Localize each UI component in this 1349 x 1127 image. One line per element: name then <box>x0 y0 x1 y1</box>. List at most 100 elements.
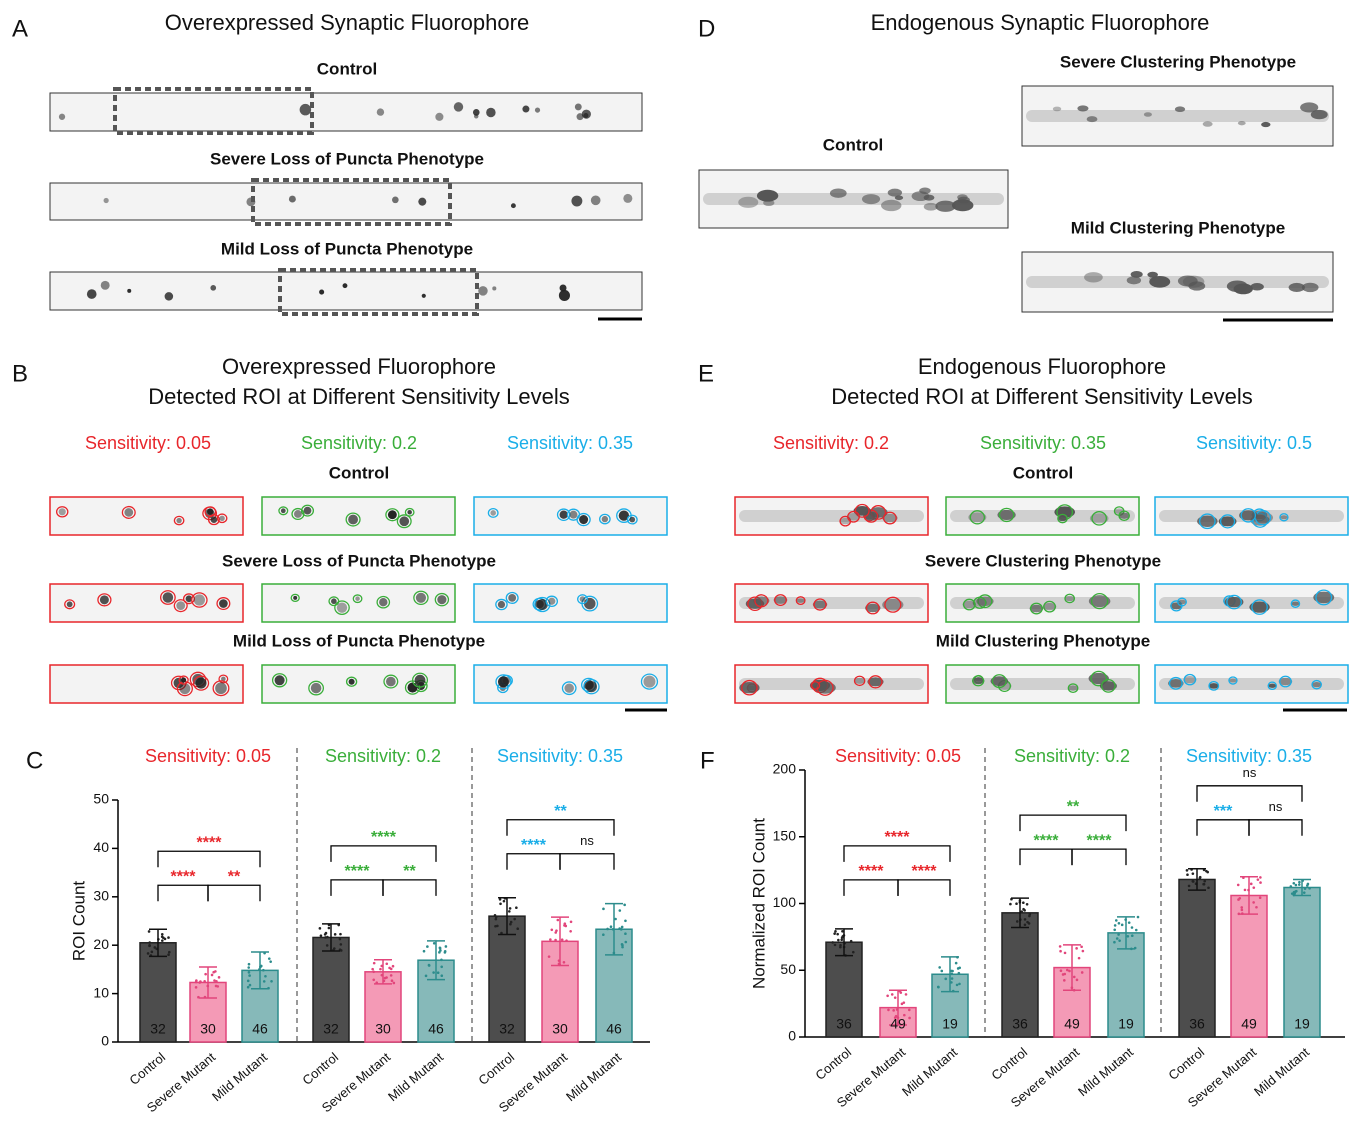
data-point <box>147 952 150 955</box>
punctum <box>355 596 360 601</box>
data-point <box>905 993 908 996</box>
punctum <box>584 598 596 610</box>
panel-title: Detected ROI at Different Sensitivity Le… <box>831 384 1252 409</box>
y-tick-label: 150 <box>773 827 797 843</box>
significance-label: ns <box>1243 765 1257 780</box>
data-point <box>836 933 839 936</box>
data-point <box>1137 916 1140 919</box>
punctum <box>293 596 297 600</box>
data-point <box>1066 969 1069 972</box>
micrograph <box>50 272 642 310</box>
sensitivity-label: Sensitivity: 0.35 <box>507 433 633 453</box>
count-label: 19 <box>1118 1016 1134 1032</box>
significance-bracket <box>507 854 560 870</box>
data-point <box>1308 887 1311 890</box>
count-label: 46 <box>606 1021 622 1037</box>
data-point <box>623 904 626 907</box>
row-label: Control <box>1013 463 1073 482</box>
data-point <box>1192 872 1195 875</box>
punctum <box>1229 679 1236 683</box>
data-point <box>1202 883 1205 886</box>
punctum <box>275 675 285 685</box>
y-tick-label: 20 <box>93 936 109 952</box>
punctum <box>1084 272 1103 282</box>
count-label: 19 <box>1294 1016 1310 1032</box>
data-point <box>1292 882 1295 885</box>
punctum <box>862 194 880 204</box>
punctum <box>377 108 384 115</box>
data-point <box>168 951 171 954</box>
count-label: 32 <box>323 1021 339 1037</box>
x-tick-label: Mild Mutant <box>1075 1044 1136 1099</box>
punctum <box>207 508 213 514</box>
data-point <box>1303 891 1306 894</box>
significance-bracket <box>507 820 614 836</box>
panel-title: Overexpressed Synaptic Fluorophore <box>165 10 529 35</box>
x-tick-label: Control <box>988 1044 1030 1083</box>
data-point <box>248 974 251 977</box>
punctum <box>196 678 207 689</box>
data-point <box>894 996 897 999</box>
significance-label: ns <box>580 833 594 848</box>
data-point <box>1082 950 1085 953</box>
data-point <box>1259 881 1262 884</box>
punctum <box>1065 596 1075 601</box>
x-tick-label: Control <box>299 1049 341 1088</box>
data-point <box>1114 924 1117 927</box>
data-point <box>270 980 273 983</box>
significance-bracket <box>1020 849 1072 865</box>
punctum <box>629 517 635 523</box>
data-point <box>445 945 448 948</box>
significance-label: **** <box>171 868 197 885</box>
row-label: Control <box>329 463 389 482</box>
punctum <box>124 508 133 517</box>
punctum <box>490 510 496 516</box>
data-point <box>334 933 337 936</box>
count-label: 32 <box>499 1021 515 1037</box>
data-point <box>901 1003 904 1006</box>
data-point <box>1259 876 1262 879</box>
punctum <box>87 289 97 299</box>
punctum <box>569 511 577 519</box>
sensitivity-label: Sensitivity: 0.05 <box>85 433 211 453</box>
punctum <box>602 516 608 522</box>
punctum <box>416 593 426 603</box>
data-point <box>372 978 375 981</box>
y-tick-label: 0 <box>101 1033 109 1049</box>
data-point <box>508 910 511 913</box>
punctum <box>1292 602 1300 606</box>
punctum <box>763 200 774 206</box>
data-point <box>195 981 198 984</box>
data-point <box>263 980 266 983</box>
count-label: 46 <box>252 1021 268 1037</box>
data-point <box>951 973 954 976</box>
significance-label: ** <box>403 863 416 880</box>
data-point <box>564 925 567 928</box>
x-tick-label: Control <box>126 1049 168 1088</box>
data-point <box>339 938 342 941</box>
data-point <box>886 994 889 997</box>
punctum <box>415 675 426 686</box>
data-point <box>164 938 167 941</box>
row-label: Severe Loss of Puncta Phenotype <box>222 551 496 570</box>
data-point <box>958 972 961 975</box>
punctum <box>1178 600 1186 605</box>
punctum <box>564 683 573 692</box>
data-point <box>204 973 207 976</box>
x-tick-label: Mild Mutant <box>899 1044 960 1099</box>
x-tick-label: Control <box>812 1044 854 1083</box>
count-label: 36 <box>836 1016 852 1032</box>
data-point <box>944 978 947 981</box>
panel-title: Detected ROI at Different Sensitivity Le… <box>148 384 569 409</box>
x-tick-label: Mild Mutant <box>563 1049 624 1104</box>
punctum <box>919 188 931 194</box>
count-label: 30 <box>200 1021 216 1037</box>
group-title: Sensitivity: 0.35 <box>1186 746 1312 766</box>
data-point <box>510 921 513 924</box>
y-tick-label: 30 <box>93 888 109 904</box>
punctum <box>304 507 312 515</box>
punctum <box>422 294 426 298</box>
punctum <box>1068 685 1078 690</box>
sensitivity-label: Sensitivity: 0.2 <box>301 433 417 453</box>
panel-letter: A <box>12 15 28 42</box>
